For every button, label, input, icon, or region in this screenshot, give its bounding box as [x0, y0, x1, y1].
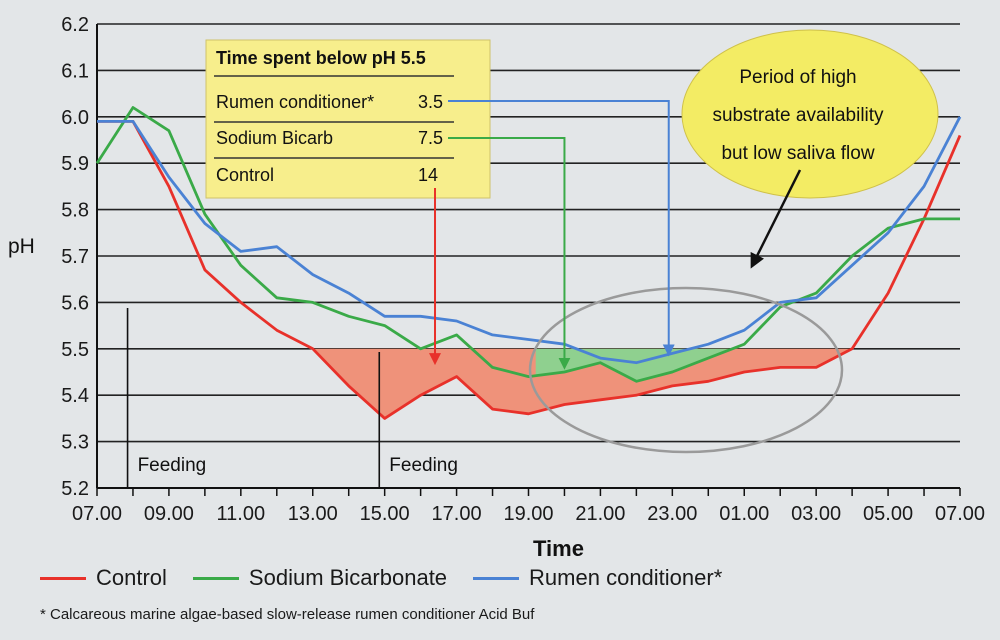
series-line-control	[97, 120, 962, 420]
note-bubble-line: but low saliva flow	[721, 143, 874, 164]
legend-swatch-rumen-conditioner	[473, 576, 520, 580]
x-tick-label: 21.00	[575, 503, 625, 525]
x-tick-label: 17.00	[432, 503, 482, 525]
control-below-threshold-area	[312, 348, 853, 419]
legend-swatch-control	[40, 576, 86, 580]
summary-table-row-value: 14	[418, 165, 438, 185]
x-tick-label: 11.00	[217, 503, 266, 525]
x-tick-label: 19.00	[503, 503, 553, 525]
arrow-rumen-conditioner	[448, 100, 675, 357]
legend-label-control: Control	[96, 565, 167, 590]
x-axis-title: Time	[533, 536, 584, 561]
y-axis-title: pH	[8, 235, 35, 258]
x-tick-label: 13.00	[288, 503, 338, 525]
legend-item-control: Control	[40, 565, 167, 591]
sodium-bicarb-below-threshold-area	[535, 348, 739, 382]
footnote: * Calcareous marine algae-based slow-rel…	[40, 606, 535, 623]
summary-table-row-label: Sodium Bicarb	[216, 128, 333, 148]
x-tick-label: 01.00	[719, 503, 769, 525]
axis-layer: 5.2 5.3 5.4 5.5 5.6 5.7 5.8 5.9 6.0 6.1 6.2 07.00 09…	[8, 14, 985, 561]
x-tick-label: 05.00	[863, 503, 913, 525]
x-tick-label: 23.00	[647, 503, 697, 525]
summary-table-box	[205, 39, 491, 199]
line-layer	[95, 106, 962, 420]
series-line-sodium-bicarbonate	[95, 106, 960, 383]
y-tick-label: 6.0	[61, 107, 89, 129]
note-arrow	[750, 169, 802, 269]
note-bubble-line: substrate availability	[712, 105, 884, 126]
series-line-rumen-conditioner	[97, 116, 962, 365]
y-tick-label: 6.2	[61, 14, 89, 36]
fill-layer	[312, 348, 853, 419]
summary-table-row-label: Rumen conditioner*	[216, 92, 374, 112]
y-tick-label: 5.2	[61, 478, 89, 500]
annot-layer: Feeding Feeding Time spent below pH 5.5 Rum…	[126, 29, 939, 488]
summary-table-row-label: Control	[216, 165, 274, 185]
legend-label-rumen-conditioner: Rumen conditioner*	[529, 565, 723, 590]
summary-table-row-value: 3.5	[418, 92, 443, 112]
legend-item-sodium-bicarbonate: Sodium Bicarbonate	[192, 565, 448, 591]
x-tick-label: 03.00	[791, 503, 841, 525]
summary-table-title: Time spent below pH 5.5	[216, 48, 426, 68]
y-tick-label: 5.3	[61, 432, 89, 454]
y-tick-label: 5.6	[61, 292, 89, 314]
x-tick-label: 15.00	[360, 503, 410, 525]
legend-label-sodium-bicarbonate: Sodium Bicarbonate	[248, 565, 448, 590]
y-tick-label: 5.5	[61, 339, 89, 361]
y-tick-label: 5.8	[61, 200, 89, 222]
y-tick-label: 5.4	[61, 385, 89, 407]
note-bubble	[681, 29, 939, 199]
y-tick-label: 5.9	[61, 153, 89, 175]
y-tick-label: 6.1	[61, 60, 89, 82]
y-tick-label: 5.7	[61, 246, 89, 268]
legend-swatch-sodium-bicarbonate	[192, 576, 239, 580]
feeding-label: Feeding	[138, 455, 207, 476]
legend-item-rumen-conditioner: Rumen conditioner*	[473, 565, 722, 591]
feeding-label: Feeding	[389, 455, 458, 476]
highlight-ellipse	[528, 286, 844, 454]
x-tick-label: 09.00	[144, 503, 194, 525]
summary-table-row-value: 7.5	[418, 128, 443, 148]
x-tick-label: 07.00	[72, 503, 122, 525]
note-bubble-line: Period of high	[739, 67, 856, 88]
arrow-sodium-bicarb	[448, 137, 571, 370]
x-tick-label: 07.00	[935, 503, 985, 525]
legend: Control Sodium Bicarbonate Rumen conditi…	[40, 565, 748, 591]
